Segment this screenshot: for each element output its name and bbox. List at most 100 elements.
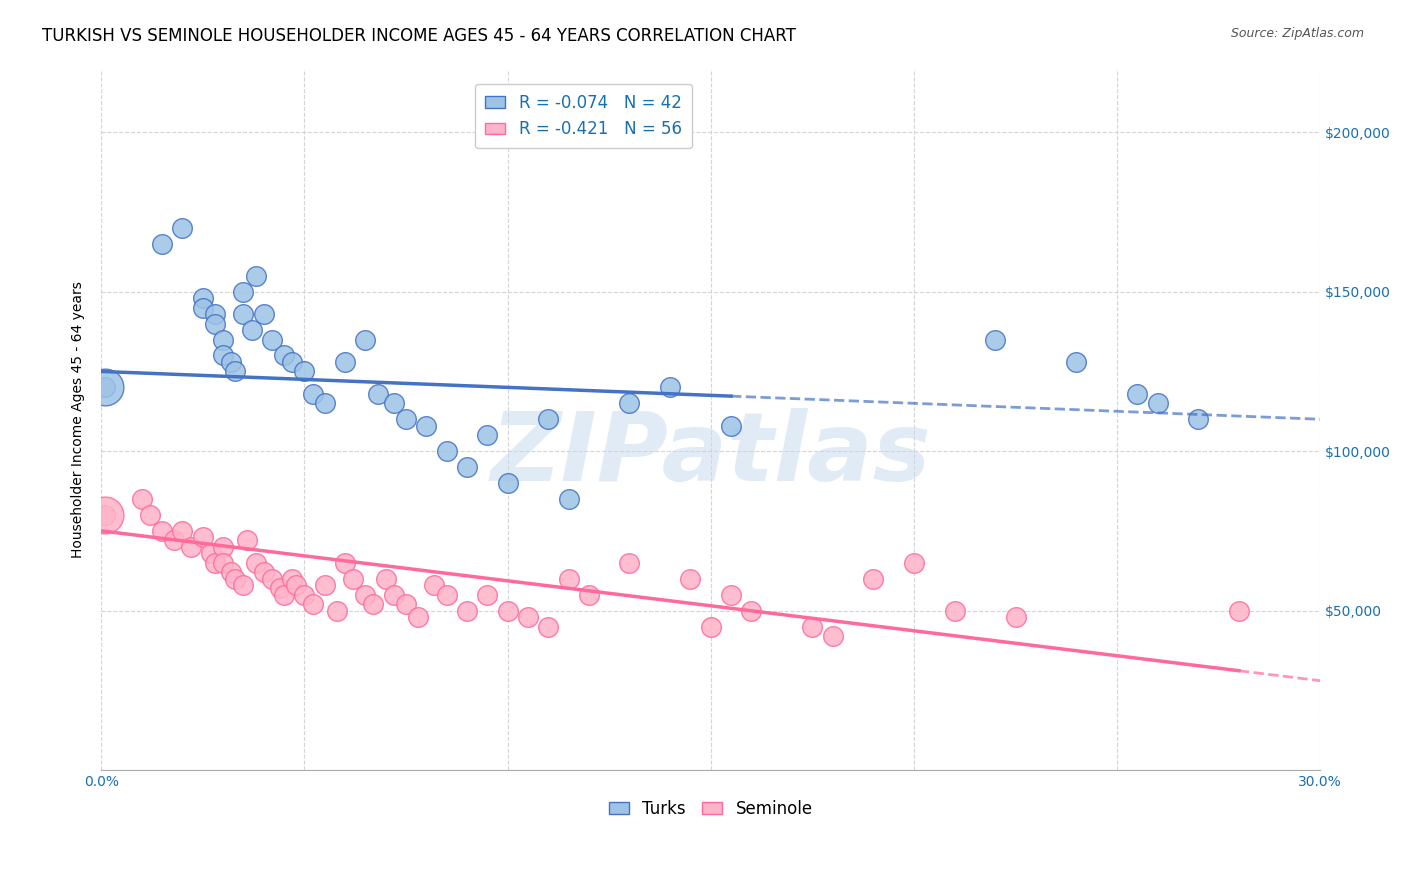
Point xyxy=(191,291,214,305)
Point xyxy=(354,588,377,602)
Point xyxy=(720,588,742,602)
Point xyxy=(260,333,283,347)
Point xyxy=(204,317,226,331)
Point xyxy=(285,578,308,592)
Point xyxy=(131,491,153,506)
Point xyxy=(333,556,356,570)
Point xyxy=(253,307,276,321)
Point xyxy=(395,597,418,611)
Point xyxy=(456,460,478,475)
Point xyxy=(232,307,254,321)
Point xyxy=(94,508,117,522)
Point xyxy=(200,546,222,560)
Point xyxy=(801,619,824,633)
Point xyxy=(150,524,173,538)
Point xyxy=(496,603,519,617)
Point xyxy=(172,524,194,538)
Point xyxy=(212,556,235,570)
Point xyxy=(314,396,336,410)
Point xyxy=(232,285,254,299)
Point xyxy=(212,333,235,347)
Point xyxy=(219,355,242,369)
Text: ZIPatlas: ZIPatlas xyxy=(491,408,931,500)
Point xyxy=(281,572,304,586)
Text: Source: ZipAtlas.com: Source: ZipAtlas.com xyxy=(1230,27,1364,40)
Point xyxy=(700,619,723,633)
Point xyxy=(1146,396,1168,410)
Point xyxy=(1187,412,1209,426)
Point xyxy=(163,533,186,548)
Point xyxy=(292,364,315,378)
Point xyxy=(406,610,429,624)
Point xyxy=(456,603,478,617)
Point xyxy=(679,572,702,586)
Point xyxy=(423,578,446,592)
Point xyxy=(260,572,283,586)
Point xyxy=(382,588,405,602)
Point xyxy=(862,572,884,586)
Point xyxy=(415,418,437,433)
Point xyxy=(224,364,246,378)
Point xyxy=(245,556,267,570)
Point xyxy=(180,540,202,554)
Point xyxy=(301,386,323,401)
Point xyxy=(191,301,214,315)
Point xyxy=(537,412,560,426)
Point xyxy=(537,619,560,633)
Point xyxy=(395,412,418,426)
Point xyxy=(984,333,1007,347)
Point xyxy=(139,508,162,522)
Point xyxy=(557,572,579,586)
Point xyxy=(326,603,349,617)
Point xyxy=(557,491,579,506)
Point xyxy=(212,540,235,554)
Point xyxy=(94,380,117,394)
Point xyxy=(374,572,396,586)
Point xyxy=(281,355,304,369)
Point xyxy=(436,444,458,458)
Point xyxy=(219,566,242,580)
Point xyxy=(269,581,291,595)
Point xyxy=(382,396,405,410)
Point xyxy=(253,566,276,580)
Point xyxy=(191,530,214,544)
Point xyxy=(578,588,600,602)
Point xyxy=(943,603,966,617)
Point xyxy=(436,588,458,602)
Point xyxy=(367,386,389,401)
Point xyxy=(619,556,641,570)
Point xyxy=(273,349,295,363)
Point xyxy=(903,556,925,570)
Point xyxy=(516,610,538,624)
Point xyxy=(236,533,259,548)
Point xyxy=(240,323,263,337)
Point xyxy=(94,380,117,394)
Point xyxy=(342,572,364,586)
Point xyxy=(224,572,246,586)
Point xyxy=(172,221,194,235)
Point xyxy=(1066,355,1088,369)
Point xyxy=(619,396,641,410)
Point xyxy=(212,349,235,363)
Point xyxy=(204,307,226,321)
Point xyxy=(1126,386,1149,401)
Point xyxy=(273,588,295,602)
Point xyxy=(659,380,682,394)
Point xyxy=(477,588,499,602)
Point xyxy=(740,603,762,617)
Point xyxy=(363,597,385,611)
Point xyxy=(333,355,356,369)
Point xyxy=(1227,603,1250,617)
Point xyxy=(821,629,844,643)
Point xyxy=(150,236,173,251)
Text: TURKISH VS SEMINOLE HOUSEHOLDER INCOME AGES 45 - 64 YEARS CORRELATION CHART: TURKISH VS SEMINOLE HOUSEHOLDER INCOME A… xyxy=(42,27,796,45)
Point xyxy=(245,268,267,283)
Point xyxy=(232,578,254,592)
Point xyxy=(354,333,377,347)
Point xyxy=(301,597,323,611)
Point xyxy=(94,508,117,522)
Legend: Turks, Seminole: Turks, Seminole xyxy=(602,794,820,825)
Point xyxy=(314,578,336,592)
Point xyxy=(1004,610,1026,624)
Point xyxy=(292,588,315,602)
